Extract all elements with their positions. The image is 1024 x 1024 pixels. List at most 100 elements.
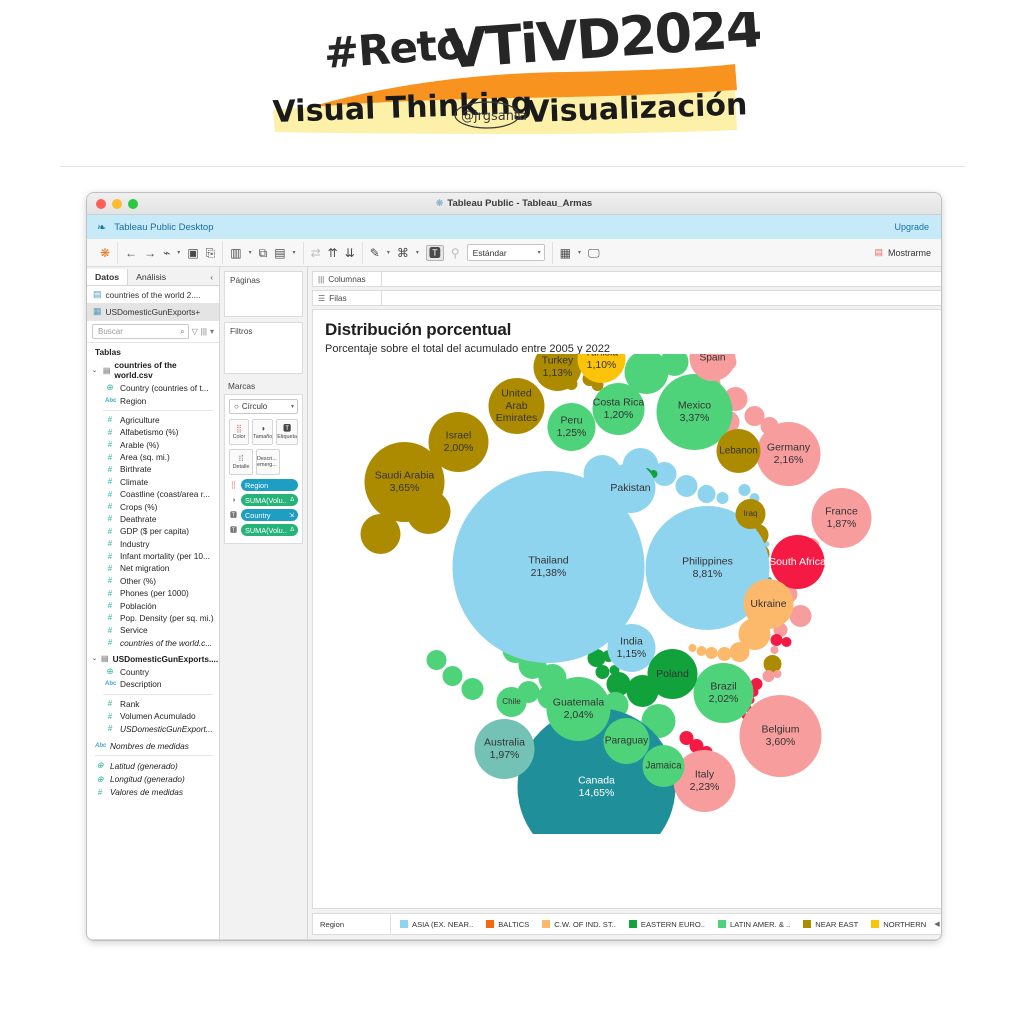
field-row[interactable]: # GDP ($ per capita) bbox=[87, 525, 219, 537]
bubble-small[interactable] bbox=[770, 634, 783, 646]
chevron-down-icon[interactable]: ▾ bbox=[209, 327, 214, 336]
field-row[interactable]: # Industry bbox=[87, 538, 219, 550]
sheet-tab-mapa-mundial[interactable]: Mapa Mundial bbox=[174, 940, 242, 941]
bubble-circle[interactable] bbox=[607, 624, 656, 672]
datasource-item-countries[interactable]: ▤ countries of the world 2.... bbox=[87, 286, 219, 303]
label-button[interactable]: 🆃 Etiqueta bbox=[276, 419, 298, 445]
pill-size-measure[interactable]: SUMA(Volu.. ∆ bbox=[241, 494, 298, 506]
rows-field-well[interactable] bbox=[382, 290, 941, 306]
undo-icon[interactable]: ⌁ bbox=[163, 245, 171, 260]
bubble-small[interactable] bbox=[781, 637, 792, 647]
filter-icon[interactable]: ▽ bbox=[191, 327, 198, 336]
field-row[interactable]: # Deathrate bbox=[87, 513, 219, 525]
field-row[interactable]: # Crops (%) bbox=[87, 500, 219, 512]
bubble-small[interactable] bbox=[660, 348, 689, 376]
field-row[interactable]: # Climate bbox=[87, 476, 219, 488]
bubble[interactable]: South Africa bbox=[769, 535, 826, 589]
bubble-circle[interactable] bbox=[547, 403, 596, 451]
mark-type-selector[interactable]: ○ Círculo ▾ bbox=[229, 399, 298, 414]
show-me-button[interactable]: ▤ Mostrarme bbox=[874, 247, 931, 258]
field-row-longitude[interactable]: ⊕ Longitud (generado) bbox=[87, 773, 219, 786]
tab-datos[interactable]: Datos bbox=[87, 269, 129, 285]
bubble[interactable]: Pakistan bbox=[605, 463, 656, 513]
field-row[interactable]: # Pop. Density (per sq. mi.) bbox=[87, 612, 219, 624]
bubble-small[interactable] bbox=[689, 739, 704, 753]
bubble-small[interactable] bbox=[773, 670, 782, 678]
detail-button[interactable]: ⁝⁞ Detalle bbox=[229, 449, 253, 475]
bubble-small[interactable] bbox=[770, 646, 779, 654]
legend-item[interactable]: C.W. OF IND. ST.. bbox=[542, 920, 616, 929]
field-row[interactable]: # Población bbox=[87, 599, 219, 611]
pill-country[interactable]: Country ⇲ bbox=[241, 509, 298, 521]
chevron-down-icon[interactable]: ▾ bbox=[292, 250, 296, 256]
bubble[interactable]: Lebanon bbox=[716, 429, 761, 473]
bubble-small[interactable] bbox=[587, 649, 606, 667]
sheet-tab-historia-2[interactable]: ▤Historia 2 bbox=[673, 940, 735, 941]
bubble-small[interactable] bbox=[606, 672, 631, 696]
bubble-circle[interactable] bbox=[496, 687, 527, 717]
field-row[interactable]: # Agriculture bbox=[87, 414, 219, 426]
field-row-latitude[interactable]: ⊕ Latitud (generado) bbox=[87, 759, 219, 772]
chevron-down-icon[interactable]: ▾ bbox=[415, 250, 419, 256]
window-controls[interactable] bbox=[96, 198, 138, 209]
bubble-circle[interactable] bbox=[428, 412, 489, 472]
bubble-small[interactable] bbox=[716, 492, 729, 504]
bubble-circle[interactable] bbox=[488, 378, 545, 434]
tab-analisis[interactable]: Análisis bbox=[136, 272, 167, 282]
legend-prev-icon[interactable]: ◀ bbox=[934, 921, 940, 928]
bubble-circle[interactable] bbox=[756, 422, 821, 486]
show-labels-icon[interactable]: 🆃 bbox=[425, 244, 444, 261]
bubble[interactable]: Ukraine bbox=[743, 579, 794, 629]
sort-descending-icon[interactable]: ⇊ bbox=[344, 245, 355, 260]
tableau-home-icon[interactable]: ❋ bbox=[100, 245, 111, 260]
fit-view-icon[interactable]: ▦ bbox=[559, 245, 571, 260]
bubble-small[interactable] bbox=[705, 647, 718, 659]
save-icon[interactable]: ▣ bbox=[187, 245, 199, 260]
forward-arrow-icon[interactable]: → bbox=[144, 245, 157, 260]
legend-item[interactable]: BALTICS bbox=[486, 920, 529, 929]
field-row[interactable]: Abc Region bbox=[87, 394, 219, 406]
bubble-small[interactable] bbox=[738, 484, 751, 496]
bubble[interactable]: Jamaica bbox=[642, 745, 685, 787]
tooltip-button[interactable]: Descri... emerg... bbox=[256, 449, 280, 475]
sheet-tab-revisando-los-datos[interactable]: ▥Revisando los datos bbox=[571, 940, 673, 941]
bubble[interactable]: Chile bbox=[496, 687, 527, 717]
field-row[interactable]: # Alfabetismo (%) bbox=[87, 426, 219, 438]
bubble-circle[interactable] bbox=[533, 343, 582, 391]
legend-item[interactable]: ASIA (EX. NEAR.. bbox=[400, 920, 473, 929]
field-row[interactable]: Abc Description bbox=[87, 678, 219, 690]
bubble[interactable]: Iraq bbox=[735, 499, 766, 529]
bubble-small[interactable] bbox=[696, 646, 707, 656]
bubble-circle[interactable] bbox=[735, 499, 766, 529]
chevron-down-icon[interactable]: ▾ bbox=[386, 250, 390, 256]
new-worksheet-icon[interactable]: ▥ bbox=[230, 245, 242, 260]
collapse-pane-icon[interactable]: ‹ bbox=[210, 273, 213, 282]
columns-field-well[interactable] bbox=[382, 271, 941, 287]
filters-shelf[interactable]: Filtros bbox=[224, 322, 303, 374]
field-row[interactable]: # countries of the world.c... bbox=[87, 637, 219, 649]
bubble-small[interactable] bbox=[595, 665, 610, 679]
bubble-small[interactable] bbox=[729, 642, 750, 662]
search-input[interactable]: Buscar ⌕ bbox=[92, 324, 189, 339]
field-row[interactable]: ⊕ Country bbox=[87, 665, 219, 678]
field-row-measure-values[interactable]: # Valores de medidas bbox=[87, 786, 219, 798]
rows-shelf[interactable]: ☰ Filas bbox=[312, 290, 941, 306]
field-row[interactable]: # Other (%) bbox=[87, 575, 219, 587]
table-header-gunexports[interactable]: ⌄ ▤ USDomesticGunExports.... bbox=[87, 653, 219, 665]
sheet-tab-top-10[interactable]: Top 10 bbox=[351, 940, 391, 941]
upgrade-link[interactable]: Upgrade bbox=[894, 222, 929, 232]
highlight-pen-icon[interactable]: ✎ bbox=[369, 245, 380, 260]
chevron-down-icon[interactable]: ⌄ bbox=[92, 367, 98, 374]
bubble-circle[interactable] bbox=[647, 649, 698, 699]
